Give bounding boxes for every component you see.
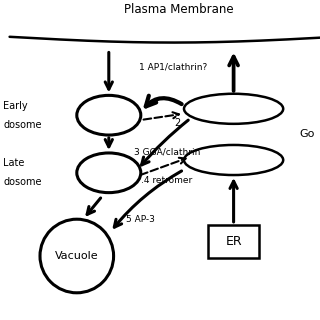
Text: 5 AP-3: 5 AP-3: [126, 215, 155, 224]
Text: Late: Late: [3, 158, 25, 168]
Text: .4 retromer: .4 retromer: [141, 176, 192, 185]
Text: 1 AP1/clathrin?: 1 AP1/clathrin?: [139, 63, 207, 72]
Text: Plasma Membrane: Plasma Membrane: [124, 3, 234, 16]
Text: ER: ER: [225, 235, 242, 248]
Text: dosome: dosome: [3, 120, 42, 130]
Text: 3 GGA/clathrin: 3 GGA/clathrin: [134, 148, 201, 156]
Text: dosome: dosome: [3, 177, 42, 188]
Text: Vacuole: Vacuole: [55, 251, 99, 261]
Bar: [208, 225, 259, 259]
Text: Early: Early: [3, 100, 28, 111]
Text: Go: Go: [299, 129, 315, 140]
Text: 2: 2: [174, 118, 181, 128]
